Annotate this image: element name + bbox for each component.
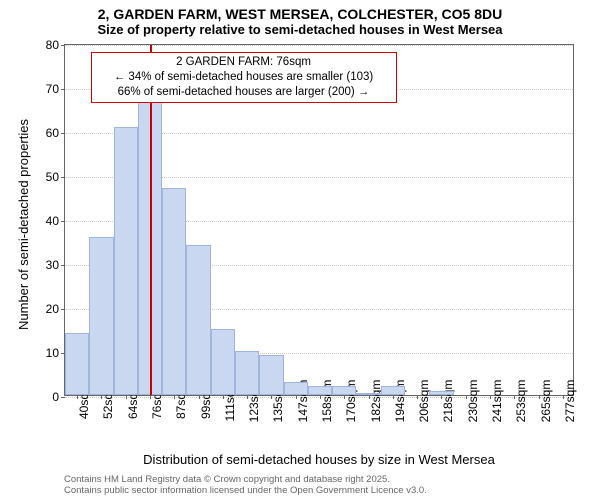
ytick-label: 70 bbox=[46, 82, 59, 96]
footer-line2: Contains public sector information licen… bbox=[64, 485, 427, 496]
xtick-label: 230sqm bbox=[466, 380, 480, 423]
y-axis-label: Number of semi-detached properties bbox=[16, 119, 31, 330]
chart-footer: Contains HM Land Registry data © Crown c… bbox=[64, 474, 427, 497]
ytick-mark bbox=[61, 45, 65, 46]
bar bbox=[429, 391, 453, 395]
gridline bbox=[65, 45, 573, 46]
bar bbox=[259, 355, 283, 395]
ytick-label: 20 bbox=[46, 302, 59, 316]
ytick-label: 80 bbox=[46, 38, 59, 52]
plot-area: 0102030405060708040sqm52sqm64sqm76sqm87s… bbox=[64, 44, 574, 396]
bar bbox=[356, 393, 380, 395]
ytick-label: 50 bbox=[46, 170, 59, 184]
chart-title-line2: Size of property relative to semi-detach… bbox=[0, 22, 600, 41]
annotation-line: 2 GARDEN FARM: 76sqm bbox=[96, 55, 392, 70]
ytick-label: 10 bbox=[46, 346, 59, 360]
bar bbox=[65, 333, 89, 395]
xtick-label: 241sqm bbox=[490, 380, 504, 423]
ytick-mark bbox=[61, 221, 65, 222]
bar bbox=[89, 237, 113, 395]
xtick-label: 265sqm bbox=[539, 380, 553, 423]
bar bbox=[162, 188, 186, 395]
bar bbox=[381, 386, 405, 395]
bar bbox=[235, 351, 259, 395]
ytick-label: 0 bbox=[52, 390, 59, 404]
ytick-mark bbox=[61, 265, 65, 266]
annotation-line: ← 34% of semi-detached houses are smalle… bbox=[96, 70, 392, 85]
ytick-label: 40 bbox=[46, 214, 59, 228]
xtick-label: 218sqm bbox=[441, 380, 455, 423]
xtick-label: 253sqm bbox=[514, 380, 528, 423]
ytick-label: 60 bbox=[46, 126, 59, 140]
ytick-mark bbox=[61, 133, 65, 134]
ytick-mark bbox=[61, 177, 65, 178]
footer-line1: Contains HM Land Registry data © Crown c… bbox=[64, 474, 427, 485]
bar bbox=[114, 127, 138, 395]
ytick-mark bbox=[61, 309, 65, 310]
annotation-box: 2 GARDEN FARM: 76sqm← 34% of semi-detach… bbox=[91, 52, 397, 103]
chart-title-line1: 2, GARDEN FARM, WEST MERSEA, COLCHESTER,… bbox=[0, 0, 600, 22]
x-axis-label: Distribution of semi-detached houses by … bbox=[64, 452, 574, 467]
annotation-line: 66% of semi-detached houses are larger (… bbox=[96, 85, 392, 100]
chart-container: 2, GARDEN FARM, WEST MERSEA, COLCHESTER,… bbox=[0, 0, 600, 500]
ytick-mark bbox=[61, 89, 65, 90]
ytick-mark bbox=[61, 397, 65, 398]
bar bbox=[308, 386, 332, 395]
bar bbox=[284, 382, 308, 395]
ytick-label: 30 bbox=[46, 258, 59, 272]
bar bbox=[186, 245, 210, 395]
bar bbox=[332, 386, 356, 395]
xtick-label: 206sqm bbox=[417, 380, 431, 423]
xtick-label: 277sqm bbox=[563, 380, 577, 423]
bar bbox=[211, 329, 235, 395]
